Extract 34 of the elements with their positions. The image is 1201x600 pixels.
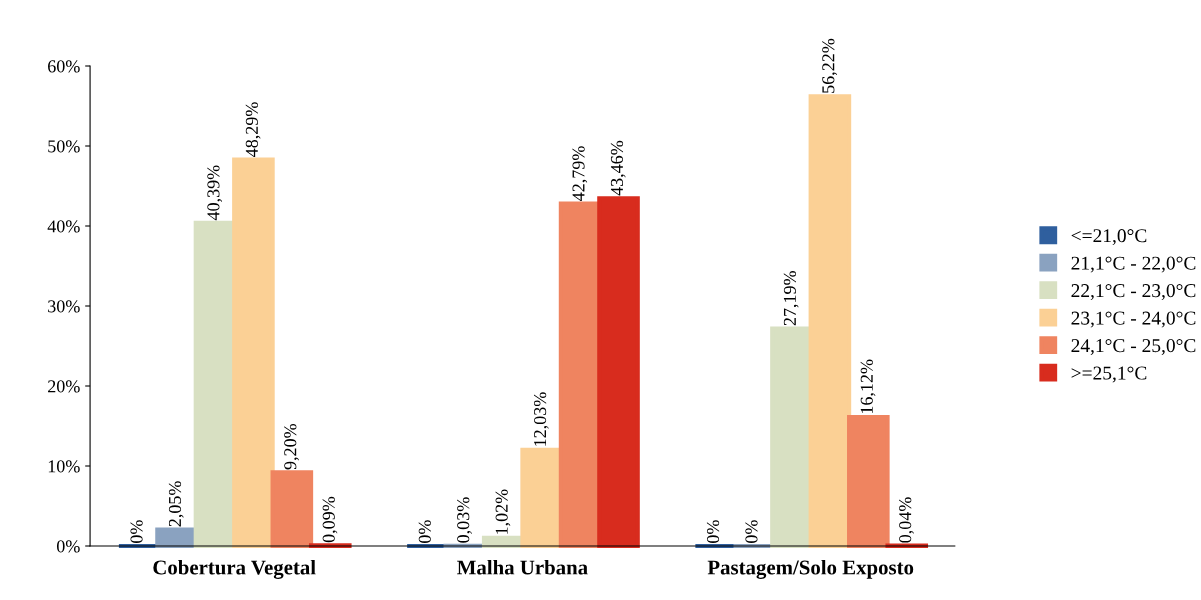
data-label: 0%	[418, 520, 431, 543]
y-tick-label: 40%	[47, 220, 80, 233]
y-tick-label: 0%	[56, 540, 80, 553]
y-tick-label: 10%	[48, 460, 80, 473]
data-label: 42,79%	[572, 146, 588, 201]
y-tick-label: 50%	[48, 140, 80, 153]
x-tick-label: Pastagem/Solo Exposto	[707, 559, 914, 579]
legend-label: 21,1°C - 22,0°C	[1071, 256, 1196, 273]
y-tick-label: 20%	[48, 380, 80, 393]
y-tick-label: 30%	[48, 300, 80, 313]
data-label: 0%	[706, 520, 720, 543]
data-label: 0%	[130, 520, 143, 543]
data-label: 0%	[745, 520, 758, 543]
legend-label: >=25,1°C	[1071, 366, 1147, 383]
data-label: 2,05%	[168, 481, 184, 527]
legend-label: 23,1°C - 24,0°C	[1071, 311, 1196, 328]
data-label: 0,04%	[899, 497, 914, 543]
data-label: 0,09%	[322, 496, 338, 543]
data-label: 0,03%	[457, 497, 472, 543]
y-tick-label: 60%	[48, 60, 80, 73]
legend-label: <=21,0°C	[1071, 229, 1147, 246]
data-label: 9,20%	[284, 423, 299, 470]
legend-label: 22,1°C - 23,0°C	[1071, 284, 1196, 300]
x-tick-label: Cobertura Vegetal	[153, 559, 316, 579]
data-label: 43,46%	[610, 140, 626, 196]
data-label: 16,12%	[860, 359, 876, 414]
x-tick-label: Malha Urbana	[457, 559, 588, 575]
data-label: 12,03%	[533, 392, 549, 446]
data-label: 48,29%	[245, 102, 261, 157]
data-label: 40,39%	[207, 165, 223, 221]
data-label: 27,19%	[783, 271, 799, 326]
data-label: 56,22%	[822, 38, 838, 93]
legend-label: 24,1°C - 25,0°C	[1071, 339, 1196, 355]
data-label: 1,02%	[495, 489, 511, 534]
